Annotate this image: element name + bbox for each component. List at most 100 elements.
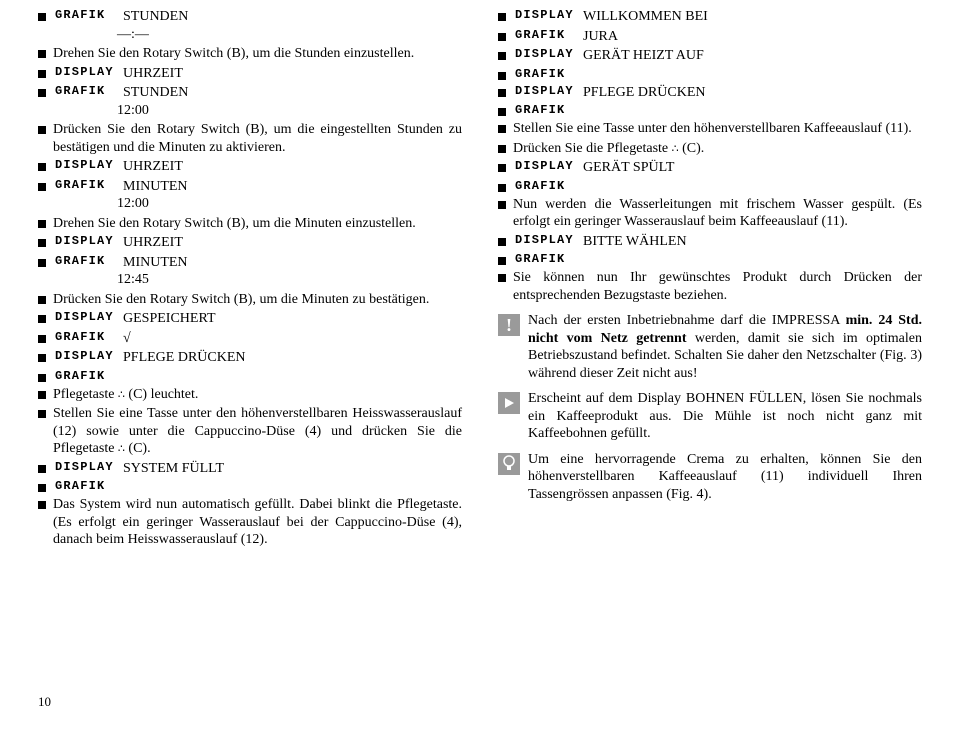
display-tag: DISPLAY bbox=[513, 233, 577, 248]
line-grafik-empty3: GRAFIK bbox=[498, 67, 922, 82]
right-column: DISPLAY WILLKOMMEN BEI GRAFIK JURA DISPL… bbox=[498, 8, 922, 551]
arrow-icon bbox=[498, 392, 520, 414]
text: Das System wird nun automatisch gefüllt.… bbox=[53, 496, 462, 549]
line-grafik-minuten2: GRAFIK MINUTEN bbox=[38, 254, 462, 272]
time-display: 12:45 bbox=[38, 271, 462, 289]
grafik-tag: GRAFIK bbox=[513, 103, 577, 118]
care-icon: ∴ bbox=[672, 143, 679, 155]
bullet bbox=[38, 163, 46, 171]
bullet bbox=[498, 238, 506, 246]
bullet bbox=[498, 72, 506, 80]
text: MINUTEN bbox=[123, 254, 462, 272]
text: UHRZEIT bbox=[123, 158, 462, 176]
note-text: Erscheint auf dem Display BOHNEN FÜLLEN,… bbox=[528, 390, 922, 443]
text: Drehen Sie den Rotary Switch (B), um die… bbox=[53, 45, 462, 63]
line-display-willkommen: DISPLAY WILLKOMMEN BEI bbox=[498, 8, 922, 26]
bullet bbox=[38, 183, 46, 191]
left-column: GRAFIK STUNDEN —:— Drehen Sie den Rotary… bbox=[38, 8, 462, 551]
note-text: Um eine hervorragende Crema zu erhalten,… bbox=[528, 451, 922, 504]
line-grafik-jura: GRAFIK JURA bbox=[498, 28, 922, 46]
bullet bbox=[38, 315, 46, 323]
line-grafik-empty4: GRAFIK bbox=[498, 103, 922, 118]
grafik-tag: GRAFIK bbox=[53, 254, 117, 269]
text: WILLKOMMEN BEI bbox=[583, 8, 922, 26]
bullet bbox=[498, 89, 506, 97]
line-grafik-minuten: GRAFIK MINUTEN bbox=[38, 178, 462, 196]
bullet bbox=[498, 33, 506, 41]
text: PFLEGE DRÜCKEN bbox=[123, 349, 462, 367]
display-tag: DISPLAY bbox=[513, 159, 577, 174]
line-display-uhrzeit3: DISPLAY UHRZEIT bbox=[38, 234, 462, 252]
grafik-tag: GRAFIK bbox=[53, 369, 117, 384]
text: MINUTEN bbox=[123, 178, 462, 196]
bullet bbox=[38, 335, 46, 343]
time-display: 12:00 bbox=[38, 195, 462, 213]
grafik-tag: GRAFIK bbox=[513, 252, 577, 267]
line-display-pflege: DISPLAY PFLEGE DRÜCKEN bbox=[38, 349, 462, 367]
text: GESPEICHERT bbox=[123, 310, 462, 328]
text-a: Pflegetaste bbox=[53, 387, 118, 402]
note-a: Nach der ersten Inbetriebnahme darf die … bbox=[528, 313, 846, 328]
time-display: 12:00 bbox=[38, 102, 462, 120]
bullet bbox=[498, 257, 506, 265]
bullet bbox=[38, 374, 46, 382]
line-display-system: DISPLAY SYSTEM FÜLLT bbox=[38, 460, 462, 478]
text: UHRZEIT bbox=[123, 234, 462, 252]
bullet bbox=[38, 391, 46, 399]
warning-icon: ! bbox=[498, 314, 520, 336]
display-tag: DISPLAY bbox=[53, 234, 117, 249]
note-arrow: Erscheint auf dem Display BOHNEN FÜLLEN,… bbox=[498, 390, 922, 443]
line-grafik-empty6: GRAFIK bbox=[498, 252, 922, 267]
text: Drücken Sie den Rotary Switch (B), um di… bbox=[53, 291, 462, 309]
bullet bbox=[498, 201, 506, 209]
bullet bbox=[38, 89, 46, 97]
grafik-tag: GRAFIK bbox=[53, 8, 117, 23]
time-display: —:— bbox=[38, 26, 462, 44]
grafik-tag: GRAFIK bbox=[513, 67, 577, 82]
bullet bbox=[38, 259, 46, 267]
text: Stellen Sie eine Tasse unter den höhenve… bbox=[53, 405, 462, 458]
line-display-spult: DISPLAY GERÄT SPÜLT bbox=[498, 159, 922, 177]
bullet bbox=[498, 108, 506, 116]
text: √ bbox=[123, 330, 462, 348]
bullet bbox=[38, 50, 46, 58]
instruction-press-hours: Drücken Sie den Rotary Switch (B), um di… bbox=[38, 121, 462, 156]
instruction-rinse: Nun werden die Wasserleitungen mit frisc… bbox=[498, 196, 922, 231]
text: STUNDEN bbox=[123, 8, 462, 26]
grafik-tag: GRAFIK bbox=[53, 178, 117, 193]
grafik-tag: GRAFIK bbox=[53, 84, 117, 99]
line-display-gespeichert: DISPLAY GESPEICHERT bbox=[38, 310, 462, 328]
bullet bbox=[38, 239, 46, 247]
instruction-press-minutes: Drücken Sie den Rotary Switch (B), um di… bbox=[38, 291, 462, 309]
text: Nun werden die Wasserleitungen mit frisc… bbox=[513, 196, 922, 231]
bullet bbox=[498, 145, 506, 153]
line-grafik-stunden: GRAFIK STUNDEN bbox=[38, 8, 462, 26]
care-icon: ∴ bbox=[118, 443, 125, 455]
text: Drücken Sie den Rotary Switch (B), um di… bbox=[53, 121, 462, 156]
display-tag: DISPLAY bbox=[513, 47, 577, 62]
instruction-choose-product: Sie können nun Ihr gewünschtes Produkt d… bbox=[498, 269, 922, 304]
text-b: (C) leuchtet. bbox=[125, 387, 198, 402]
text-b: (C). bbox=[679, 141, 705, 156]
grafik-tag: GRAFIK bbox=[53, 479, 117, 494]
text: GERÄT HEIZT AUF bbox=[583, 47, 922, 65]
bullet bbox=[38, 13, 46, 21]
instruction-place-cup: Stellen Sie eine Tasse unter den höhenve… bbox=[38, 405, 462, 458]
bullet bbox=[498, 13, 506, 21]
text: Pflegetaste ∴ (C) leuchtet. bbox=[53, 386, 462, 404]
bullet bbox=[38, 220, 46, 228]
text: STUNDEN bbox=[123, 84, 462, 102]
display-tag: DISPLAY bbox=[53, 158, 117, 173]
bullet bbox=[38, 296, 46, 304]
text: SYSTEM FÜLLT bbox=[123, 460, 462, 478]
bullet bbox=[38, 501, 46, 509]
text-b: (C). bbox=[125, 441, 151, 456]
line-grafik-empty5: GRAFIK bbox=[498, 179, 922, 194]
bullet bbox=[498, 125, 506, 133]
grafik-tag: GRAFIK bbox=[53, 330, 117, 345]
line-display-uhrzeit2: DISPLAY UHRZEIT bbox=[38, 158, 462, 176]
line-grafik-empty: GRAFIK bbox=[38, 369, 462, 384]
note-text: Nach der ersten Inbetriebnahme darf die … bbox=[528, 312, 922, 382]
line-grafik-empty2: GRAFIK bbox=[38, 479, 462, 494]
instruction-cup-coffee: Stellen Sie eine Tasse unter den höhenve… bbox=[498, 120, 922, 138]
